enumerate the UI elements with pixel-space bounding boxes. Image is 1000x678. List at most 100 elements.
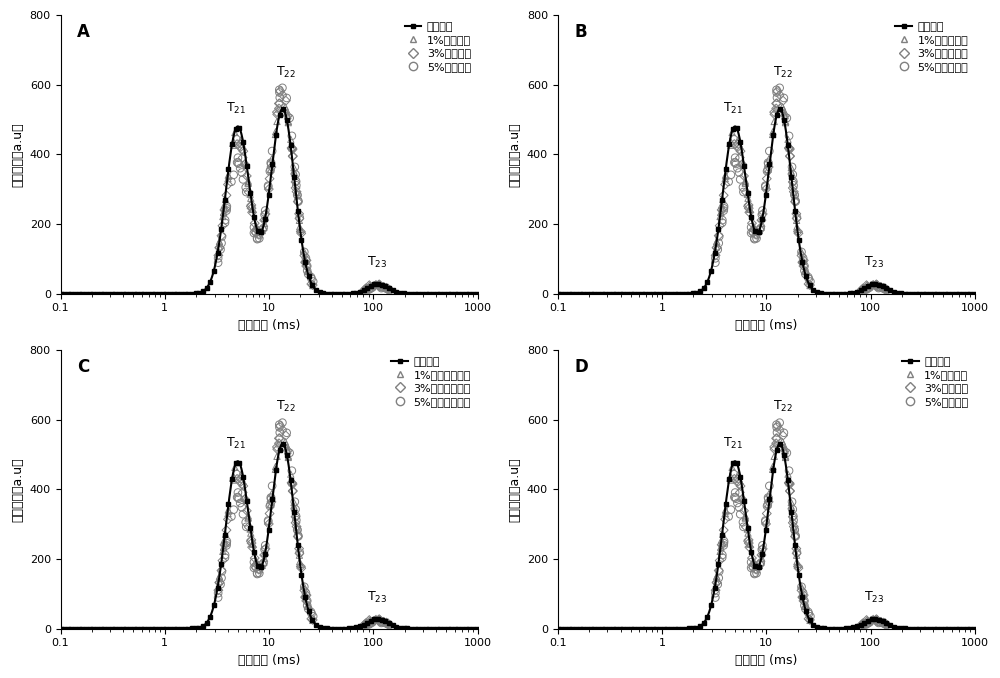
Point	[218, 194, 234, 205]
Point	[735, 182, 751, 193]
Point	[367, 281, 383, 292]
Point	[229, 139, 245, 150]
Point	[378, 616, 394, 627]
Point	[240, 513, 256, 523]
Point	[263, 157, 279, 168]
Point	[286, 167, 302, 178]
Point	[234, 479, 250, 490]
Point	[785, 511, 801, 521]
Point	[746, 559, 762, 570]
Point	[380, 618, 396, 629]
Point	[794, 254, 810, 264]
Point	[372, 281, 388, 292]
Point	[218, 529, 234, 540]
Point	[790, 224, 806, 235]
Y-axis label: 信号强度（a.u）: 信号强度（a.u）	[508, 457, 521, 521]
Point	[284, 478, 300, 489]
Point	[802, 615, 818, 626]
X-axis label: 驰豫时间 (ms): 驰豫时间 (ms)	[735, 319, 797, 332]
Point	[263, 499, 279, 510]
Point	[755, 543, 771, 554]
Point	[243, 527, 259, 538]
Point	[754, 213, 770, 224]
Point	[288, 169, 304, 180]
Point	[868, 614, 884, 625]
Point	[211, 582, 227, 593]
Point	[789, 556, 805, 567]
Point	[752, 224, 768, 235]
Point	[272, 98, 288, 108]
Point	[244, 542, 260, 553]
Point	[737, 178, 753, 188]
Point	[237, 494, 253, 504]
Point	[300, 266, 316, 277]
Point	[716, 525, 732, 536]
Point	[291, 213, 307, 224]
Text: T$_{22}$: T$_{22}$	[276, 399, 296, 414]
Point	[786, 187, 802, 198]
Point	[787, 196, 803, 207]
Point	[289, 189, 305, 200]
Point	[289, 187, 305, 198]
Point	[274, 89, 290, 100]
Point	[301, 266, 317, 277]
Point	[243, 193, 259, 203]
Point	[776, 107, 792, 118]
Point	[210, 250, 226, 261]
Point	[250, 560, 266, 571]
Point	[216, 205, 232, 216]
Point	[868, 279, 884, 290]
Text: T$_{21}$: T$_{21}$	[226, 436, 246, 451]
Point	[717, 514, 733, 525]
Point	[854, 284, 870, 295]
Point	[760, 500, 776, 511]
Point	[381, 619, 397, 630]
Point	[786, 521, 802, 532]
Point	[785, 182, 801, 193]
Point	[742, 539, 758, 550]
Point	[364, 617, 380, 628]
Point	[717, 504, 733, 515]
Point	[210, 592, 226, 603]
Point	[356, 619, 372, 630]
Point	[362, 618, 378, 629]
Point	[794, 589, 810, 599]
Point	[298, 260, 314, 271]
Point	[772, 417, 788, 428]
Point	[858, 284, 874, 295]
Point	[297, 256, 313, 267]
Point	[738, 521, 754, 532]
Point	[248, 561, 264, 572]
Point	[244, 204, 260, 215]
Point	[380, 283, 396, 294]
Point	[233, 473, 249, 484]
Point	[367, 615, 383, 626]
Point	[795, 595, 811, 606]
Point	[741, 199, 757, 210]
Point	[778, 451, 794, 462]
Point	[716, 538, 732, 549]
Point	[289, 525, 305, 536]
Point	[261, 519, 277, 530]
Point	[782, 478, 798, 489]
Point	[787, 195, 803, 206]
Point	[214, 572, 230, 583]
Point	[242, 523, 258, 534]
Point	[225, 138, 241, 149]
Point	[789, 550, 805, 561]
Point	[210, 253, 226, 264]
Point	[290, 196, 306, 207]
Point	[271, 433, 287, 444]
Point	[765, 461, 781, 472]
Point	[216, 539, 232, 550]
Point	[858, 619, 874, 630]
Text: T$_{21}$: T$_{21}$	[226, 101, 246, 116]
Point	[782, 144, 798, 155]
Point	[292, 224, 308, 235]
Point	[364, 616, 380, 626]
Point	[732, 508, 748, 519]
Point	[868, 279, 884, 290]
Point	[777, 445, 793, 456]
Point	[857, 618, 873, 629]
Point	[769, 84, 785, 95]
